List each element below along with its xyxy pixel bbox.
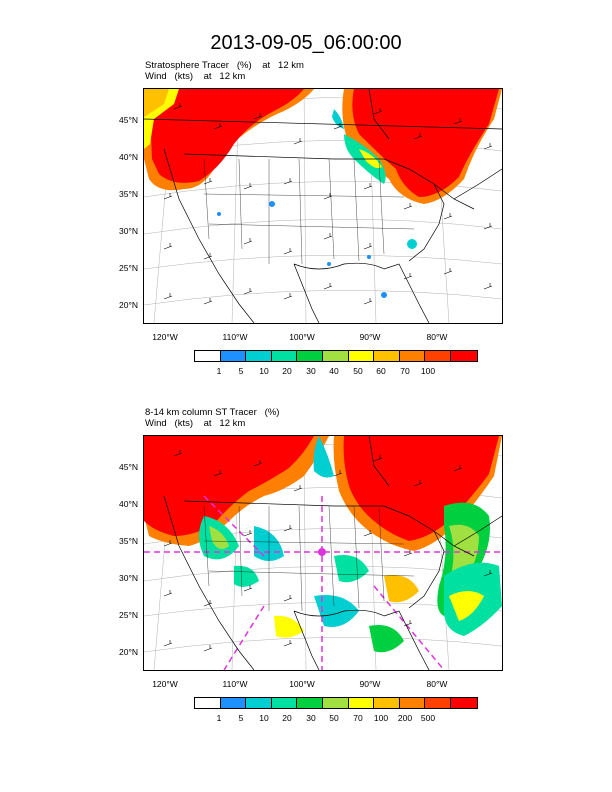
colorbar-swatch — [220, 351, 247, 361]
panel2-colorbar-label: 30 — [306, 713, 316, 723]
panel1-lat-30: 30°N — [119, 226, 138, 236]
colorbar-swatch — [399, 698, 426, 708]
panel2-colorbar-label: 70 — [353, 713, 363, 723]
panel2-colorbar-label: 100 — [373, 713, 389, 723]
panel1-colorbar-label: 20 — [282, 366, 292, 376]
panel2-colorbar-label: 50 — [329, 713, 339, 723]
colorbar-swatch — [322, 698, 349, 708]
colorbar-swatch — [271, 698, 298, 708]
panel1-lat-40: 40°N — [119, 152, 138, 162]
colorbar-swatch — [374, 351, 400, 361]
panel1-title-line2: Wind (kts) at 12 km — [145, 71, 246, 82]
panel2-colorbar-label: 5 — [238, 713, 244, 723]
panel1-lon-100: 100°W — [289, 332, 315, 342]
colorbar-swatch — [271, 351, 298, 361]
panel1-colorbar-label: 1 — [216, 366, 222, 376]
panel1-lat-20: 20°N — [119, 300, 138, 310]
panel1-map — [143, 88, 503, 324]
colorbar-swatch — [374, 698, 400, 708]
panel1-colorbar-label: 10 — [259, 366, 269, 376]
colorbar-swatch — [425, 351, 451, 361]
colorbar-swatch — [246, 698, 272, 708]
panel2-lon-90: 90°W — [359, 679, 381, 689]
colorbar-swatch — [297, 698, 323, 708]
panel1-title-line1: Stratosphere Tracer (%) at 12 km — [145, 60, 304, 71]
colorbar-swatch — [348, 698, 375, 708]
map-title: 2013-09-05_06:00:00 — [210, 32, 402, 54]
panel2-map — [143, 435, 503, 671]
panel1-colorbar-label: 30 — [306, 366, 316, 376]
panel2-colorbar-label: 500 — [420, 713, 436, 723]
panel2-colorbar-label: 200 — [397, 713, 413, 723]
panel2-lon-120: 120°W — [152, 679, 178, 689]
panel1-lat-25: 25°N — [119, 263, 138, 273]
colorbar-swatch — [195, 698, 221, 708]
panel2-lat-30: 30°N — [119, 573, 138, 583]
colorbar-swatch — [425, 698, 451, 708]
colorbar-swatch — [322, 351, 349, 361]
panel1-lat-45: 45°N — [119, 115, 138, 125]
panel2-lat-40: 40°N — [119, 499, 138, 509]
panel1-lon-110: 110°W — [222, 332, 248, 342]
colorbar-swatch — [450, 698, 477, 708]
panel1-lon-80: 80°W — [426, 332, 448, 342]
colorbar-swatch — [450, 351, 477, 361]
panel1-lat-35: 35°N — [119, 189, 138, 199]
panel1-lon-120: 120°W — [152, 332, 178, 342]
panel1-colorbar-label: 50 — [353, 366, 363, 376]
panel2-colorbar-label: 20 — [282, 713, 292, 723]
panel1-lon-90: 90°W — [359, 332, 381, 342]
panel2-lat-20: 20°N — [119, 647, 138, 657]
colorbar-swatch — [246, 351, 272, 361]
colorbar-swatch — [195, 351, 221, 361]
panel2-lat-35: 35°N — [119, 536, 138, 546]
panel1-colorbar-label: 70 — [400, 366, 410, 376]
panel2-lon-80: 80°W — [426, 679, 448, 689]
panel1-colorbar-label: 100 — [420, 366, 436, 376]
panel2-lat-25: 25°N — [119, 610, 138, 620]
panel1-colorbar — [194, 350, 478, 362]
colorbar-swatch — [220, 698, 247, 708]
panel1-colorbar-label: 60 — [376, 366, 386, 376]
panel1-colorbar-label: 5 — [238, 366, 244, 376]
panel2-title-line2: Wind (kts) at 12 km — [145, 418, 246, 429]
panel2-colorbar-label: 10 — [259, 713, 269, 723]
panel2-lat-45: 45°N — [119, 462, 138, 472]
panel1-colorbar-label: 40 — [329, 366, 339, 376]
panel2-lon-110: 110°W — [222, 679, 248, 689]
panel2-lon-100: 100°W — [289, 679, 315, 689]
panel2-title-line1: 8-14 km column ST Tracer (%) — [145, 407, 280, 418]
colorbar-swatch — [297, 351, 323, 361]
panel2-colorbar-label: 1 — [216, 713, 222, 723]
panel2-colorbar — [194, 697, 478, 709]
colorbar-swatch — [348, 351, 375, 361]
colorbar-swatch — [399, 351, 426, 361]
